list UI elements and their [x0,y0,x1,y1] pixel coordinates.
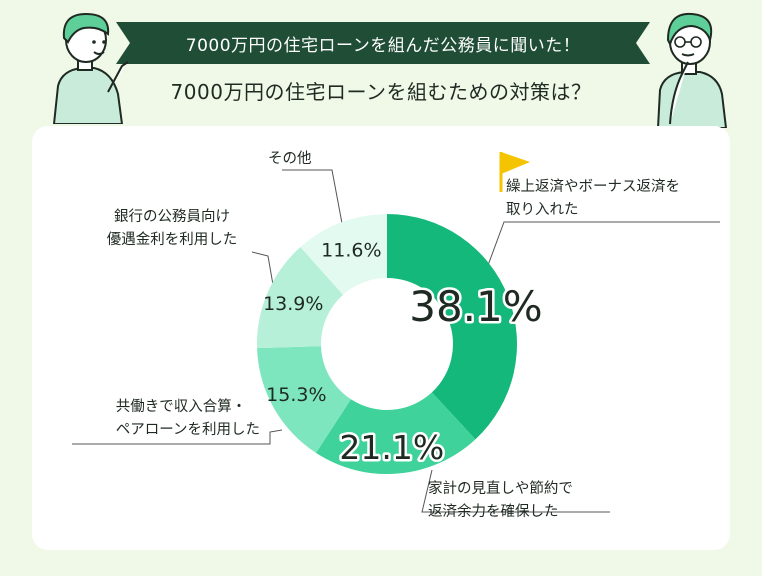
right-character [656,12,728,128]
slice-percentage-label: 13.9% [263,293,323,315]
category-label-budget: 家計の見直しや節約で 返済余力を確保した [428,478,573,524]
leader-line [421,469,610,513]
donut-slice [315,392,476,474]
category-label-line: 家計の見直しや節約で [428,481,573,497]
category-label-line: 銀行の公務員向け [114,209,230,225]
slice-percentage-label: 11.6% [321,240,381,262]
category-label-pair-loan: 共働きで収入合算・ ペアローンを利用した [116,396,260,442]
banner-text: 7000万円の住宅ローンを組んだ公務員に聞いた！ [185,35,581,56]
category-label-line: 取り入れた [506,202,579,218]
donut-slice [300,214,387,295]
donut-chart: 38.1% 21.1% 15.3% 13.9% 11.6% [72,169,720,513]
category-label-line: ペアローンを利用した [115,422,260,438]
slice-percentage-label: 21.1% [339,428,444,467]
left-character [52,12,128,124]
leader-line [282,169,345,235]
slice-percentage-label: 15.3% [266,384,326,406]
leader-line [72,429,283,445]
category-label-line: 返済余力を確保した [428,504,559,520]
category-label-line: 優遇金利を利用した [106,232,238,248]
category-label-other: その他 [268,148,312,171]
category-label-repayment: 繰上返済やボーナス返済を 取り入れた [506,176,680,222]
donut-slice [387,214,517,440]
category-label-preferential-rate: 銀行の公務員向け 優遇金利を利用した [92,206,252,252]
slice-percentage-label: 38.1% [409,282,542,331]
donut-slice [257,346,351,453]
donut-slice [257,247,344,349]
chart-card: 38.1% 21.1% 15.3% 13.9% 11.6% 繰上返済やボーナス返済を 取… [32,126,730,550]
flag-icon [499,152,530,192]
page-subtitle: 7000万円の住宅ローンを組むための対策は？ [170,80,592,104]
category-label-line: 共働きで収入合算・ [115,399,247,415]
category-label-line: 繰上返済やボーナス返済を [506,179,680,195]
leader-line [486,221,720,269]
header-banner: 7000万円の住宅ローンを組んだ公務員に聞いた！ [116,22,650,64]
category-label-line: その他 [268,151,312,167]
